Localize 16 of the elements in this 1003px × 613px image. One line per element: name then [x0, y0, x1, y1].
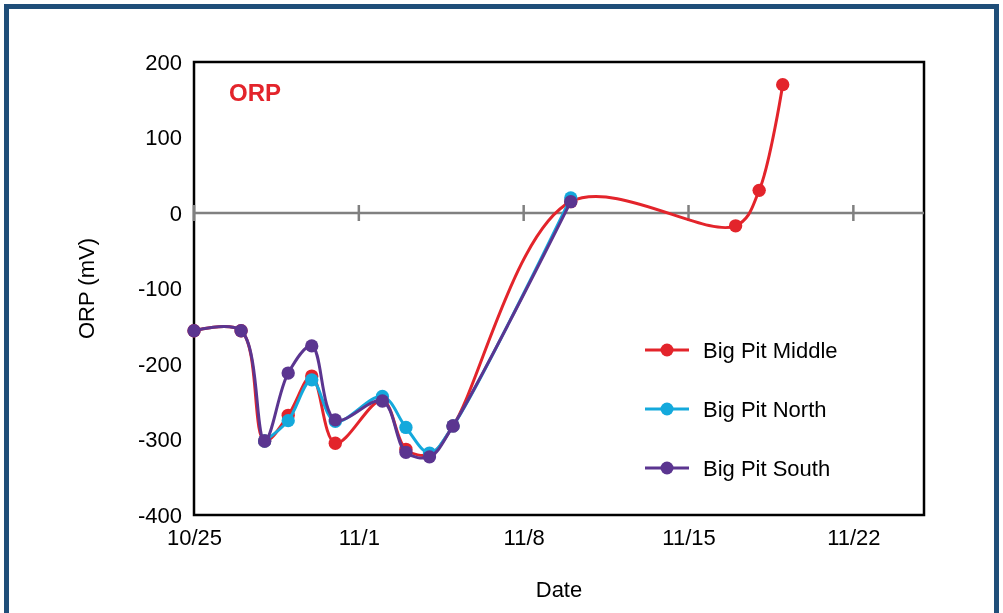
legend-label: Big Pit Middle: [703, 338, 838, 363]
x-tick-label: 11/1: [338, 524, 380, 550]
y-tick-label: 200: [145, 49, 182, 75]
legend-label: Big Pit North: [703, 397, 827, 422]
text: ORP: [229, 79, 282, 106]
y-tick-label: 0: [169, 200, 182, 226]
y-tick-label: 100: [145, 125, 182, 151]
y-tick-label: -100: [137, 276, 182, 302]
y-tick-label: -300: [137, 427, 182, 453]
legend-label: Big Pit South: [703, 456, 831, 481]
y-axis-title: ORP (mV): [74, 237, 99, 340]
x-tick-label: 11/15: [662, 524, 716, 550]
y-tick-label: -200: [137, 351, 182, 377]
x-axis-title: Date: [535, 577, 583, 602]
x-tick-label: 11/8: [503, 524, 545, 550]
x-tick-label: 11/22: [827, 524, 881, 550]
